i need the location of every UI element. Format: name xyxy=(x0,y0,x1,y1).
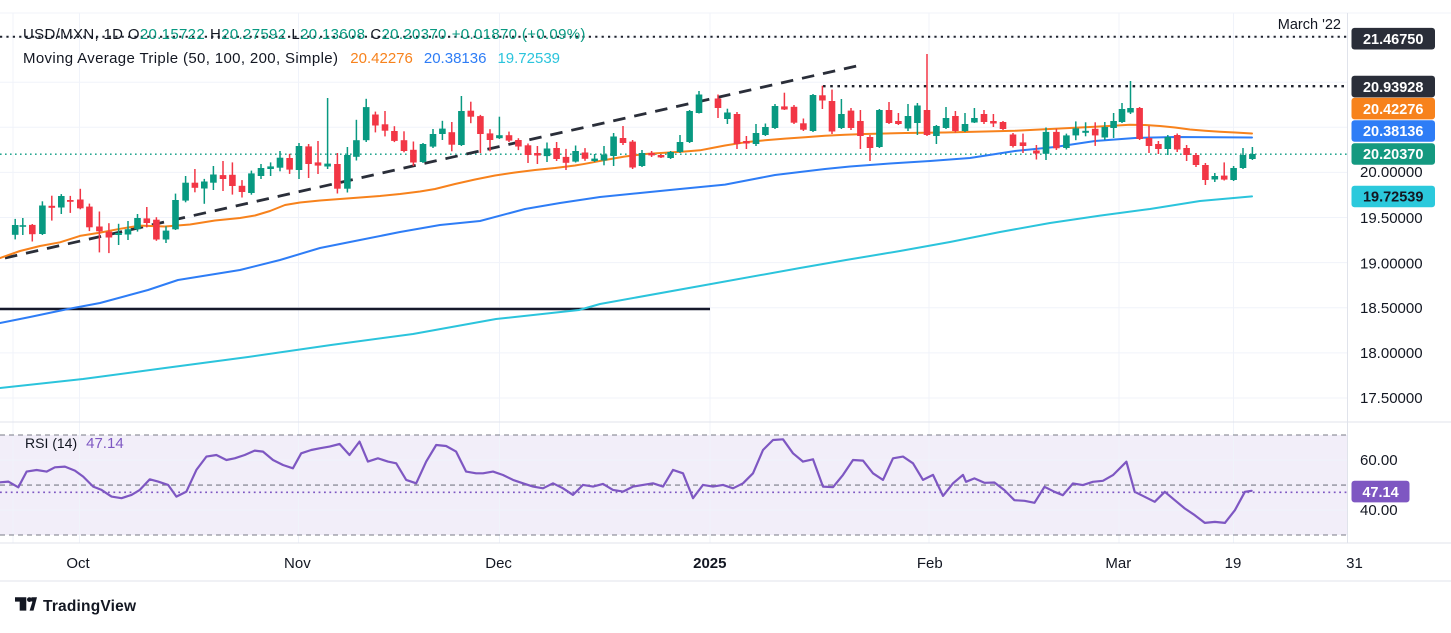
svg-text:21.46750: 21.46750 xyxy=(1363,32,1423,48)
svg-text:Dec: Dec xyxy=(485,555,512,572)
svg-text:17.50000: 17.50000 xyxy=(1360,390,1423,407)
svg-text:20.42276: 20.42276 xyxy=(1363,102,1423,118)
svg-text:31: 31 xyxy=(1346,555,1363,572)
svg-text:19.72539: 19.72539 xyxy=(1363,190,1423,206)
svg-text:20.93928: 20.93928 xyxy=(1363,80,1423,96)
svg-text:20.20370: 20.20370 xyxy=(1363,147,1423,163)
svg-text:60.00: 60.00 xyxy=(1360,452,1398,469)
svg-text:TradingView: TradingView xyxy=(43,598,137,615)
svg-text:19.50000: 19.50000 xyxy=(1360,210,1423,227)
svg-text:Moving Average Triple (50, 100: Moving Average Triple (50, 100, 200, Sim… xyxy=(23,50,560,67)
svg-text:40.00: 40.00 xyxy=(1360,502,1398,519)
svg-text:Mar: Mar xyxy=(1105,555,1131,572)
svg-text:2025: 2025 xyxy=(693,555,726,572)
svg-text:Feb: Feb xyxy=(917,555,943,572)
svg-text:RSI (14)47.14: RSI (14) 47.14 xyxy=(25,435,124,452)
svg-text:Nov: Nov xyxy=(284,555,311,572)
svg-text:20.00000: 20.00000 xyxy=(1360,164,1423,181)
svg-text:47.14: 47.14 xyxy=(1362,485,1398,501)
svg-text:March '22: March '22 xyxy=(1278,17,1341,33)
svg-text:19.00000: 19.00000 xyxy=(1360,256,1423,273)
svg-text:18.00000: 18.00000 xyxy=(1360,345,1423,362)
svg-text:20.38136: 20.38136 xyxy=(1363,124,1423,140)
svg-text:19: 19 xyxy=(1225,555,1242,572)
svg-text:Oct: Oct xyxy=(66,555,90,572)
svg-text:18.50000: 18.50000 xyxy=(1360,300,1423,317)
